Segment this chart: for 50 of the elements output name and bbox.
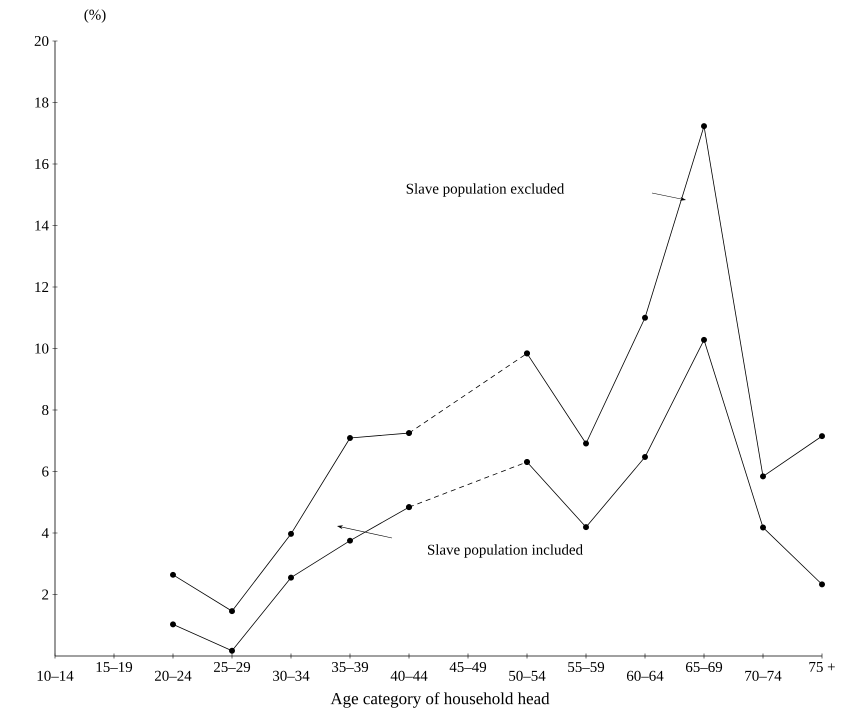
point xyxy=(347,434,353,441)
x-tick-label: 30–34 xyxy=(273,670,310,681)
point xyxy=(406,504,412,510)
point xyxy=(642,314,648,321)
point xyxy=(170,621,176,628)
point xyxy=(701,336,707,343)
point xyxy=(819,433,825,440)
x-tick-label: 10–14 xyxy=(38,670,74,681)
annotation: Slave population included xyxy=(428,544,583,558)
annotation: Slave population excluded xyxy=(406,183,564,197)
y-tick-label: 14 xyxy=(35,220,49,230)
point xyxy=(760,524,766,530)
point xyxy=(701,123,707,130)
y-tick-label: 2 xyxy=(42,590,48,600)
point xyxy=(524,458,530,465)
y-tick-label: 18 xyxy=(35,97,48,108)
x-tick-label: 25–29 xyxy=(214,662,250,672)
y-tick-label: 12 xyxy=(35,282,48,292)
x-axis-title: Age category of household head xyxy=(330,692,550,708)
y-tick-label: 16 xyxy=(35,158,49,170)
x-tick-label: 60–64 xyxy=(626,670,664,681)
point xyxy=(288,530,294,537)
point xyxy=(583,440,589,447)
point xyxy=(642,454,648,460)
point xyxy=(406,430,412,436)
x-tick-label: 40–44 xyxy=(390,670,428,681)
point xyxy=(288,574,294,581)
x-tick-label: 75 + xyxy=(809,662,835,672)
point xyxy=(760,473,766,480)
point xyxy=(583,524,589,530)
y-axis-title: (%) xyxy=(84,9,106,23)
point xyxy=(347,538,353,544)
y-tick-label: 8 xyxy=(42,404,48,416)
point xyxy=(819,581,825,588)
point xyxy=(229,608,235,614)
x-tick-label: 50–54 xyxy=(509,670,546,681)
y-tick-label: 4 xyxy=(42,528,49,538)
x-tick-label: 70–74 xyxy=(745,670,782,681)
x-tick-label: 65–69 xyxy=(686,662,722,672)
point xyxy=(170,572,176,578)
y-tick-label: 6 xyxy=(42,466,49,477)
x-tick-label: 35–39 xyxy=(332,662,368,672)
x-tick-label: 20–24 xyxy=(154,670,192,681)
x-tick-label: 55–59 xyxy=(568,662,604,672)
x-tick-label: 15–19 xyxy=(96,662,132,672)
x-tick-label: 45–49 xyxy=(450,662,486,672)
y-tick-label: 10 xyxy=(35,343,48,354)
point xyxy=(229,648,235,654)
y-tick-label: 20 xyxy=(34,36,48,46)
point xyxy=(524,350,530,356)
